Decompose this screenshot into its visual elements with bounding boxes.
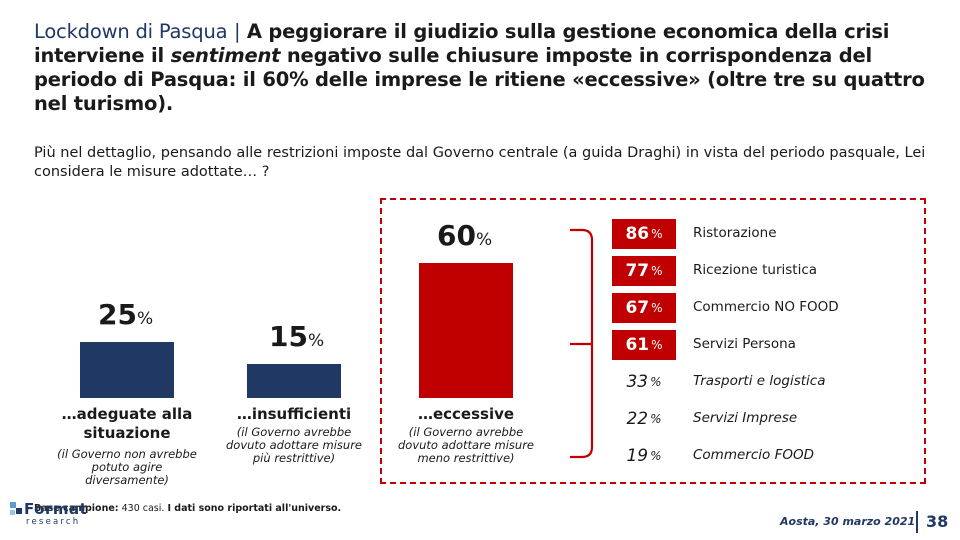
sector-value-unit-2: % bbox=[651, 264, 663, 278]
title-text-2: negativo sulle chiusure imposte in corri… bbox=[34, 44, 925, 115]
bar-value-unit-3: % bbox=[475, 230, 493, 250]
survey-question: Più nel dettaglio, pensando alle restriz… bbox=[34, 145, 926, 180]
highlight-frame bbox=[380, 198, 926, 484]
sample-note-label: Base campione: bbox=[34, 503, 119, 514]
logo-sub: research bbox=[26, 517, 81, 527]
sector-value-unit-7: % bbox=[650, 449, 662, 463]
bar-3 bbox=[419, 263, 513, 398]
sector-label-6: Servizi Imprese bbox=[693, 410, 798, 426]
bracket-connector bbox=[570, 228, 594, 459]
footer-date: Aosta, 30 marzo 2021 bbox=[780, 515, 916, 528]
sector-label-7: Commercio FOOD bbox=[693, 447, 814, 463]
bar-category-label-3: …eccessive bbox=[417, 405, 515, 423]
bar-1 bbox=[80, 341, 174, 398]
bar-value-label-1: 25% bbox=[98, 297, 154, 331]
title-text-1: A peggiorare il giudizio sulla gestione … bbox=[34, 20, 890, 67]
logo-mark-icon bbox=[10, 502, 22, 515]
bar-value-unit-1: % bbox=[136, 308, 154, 329]
footer-separator bbox=[916, 511, 918, 533]
bar-2 bbox=[247, 364, 341, 398]
bar-category-note-3: (il Governo avrebbe dovuto adottare misu… bbox=[397, 425, 535, 465]
sector-value-unit-5: % bbox=[650, 375, 662, 389]
title-lead: Lockdown di Pasqua bbox=[34, 20, 228, 43]
sector-value-7: 19% bbox=[626, 446, 662, 466]
sector-label-3: Commercio NO FOOD bbox=[693, 299, 839, 315]
sector-value-5: 33% bbox=[626, 372, 662, 392]
sector-label-5: Trasporti e logistica bbox=[693, 373, 826, 389]
sector-value-1: 86% bbox=[612, 219, 676, 249]
bar-category-label-2: …insufficienti bbox=[236, 405, 352, 423]
bar-category-note-2: (il Governo avrebbe dovuto adottare misu… bbox=[225, 425, 363, 465]
bar-value-unit-2: % bbox=[307, 331, 325, 352]
sector-value-unit-3: % bbox=[651, 301, 663, 315]
sector-value-6: 22% bbox=[626, 409, 662, 429]
sample-note-bold: I dati sono riportati all'universo. bbox=[167, 503, 342, 514]
logo-name: Format bbox=[24, 500, 88, 518]
bar-value-label-2: 15% bbox=[269, 320, 325, 354]
bar-category-note-1: (il Governo non avrebbe potuto agire div… bbox=[57, 447, 197, 487]
sector-value-unit-6: % bbox=[650, 412, 662, 426]
bar-value-label-3: 60% bbox=[437, 219, 493, 252]
sector-value-4: 61% bbox=[612, 330, 676, 360]
sector-value-3: 67% bbox=[612, 293, 676, 323]
title-separator: | bbox=[233, 20, 241, 43]
sector-label-2: Ricezione turistica bbox=[693, 262, 818, 278]
page-number: 38 bbox=[926, 512, 949, 531]
bar-category-label-1: …adeguate alla situazione bbox=[61, 405, 193, 442]
sector-label-1: Ristorazione bbox=[693, 225, 777, 241]
title-emphasis: sentiment bbox=[170, 44, 281, 67]
sector-value-2: 77% bbox=[612, 256, 676, 286]
page-title: Lockdown di Pasqua | A peggiorare il giu… bbox=[34, 20, 949, 116]
sector-value-unit-1: % bbox=[651, 227, 663, 241]
sample-note-text: 430 casi. bbox=[118, 503, 168, 514]
sector-label-4: Servizi Persona bbox=[693, 336, 796, 352]
sample-note: Base campione: 430 casi. I dati sono rip… bbox=[34, 503, 341, 514]
format-research-logo: Format research bbox=[10, 500, 90, 538]
sector-value-unit-4: % bbox=[651, 338, 663, 352]
